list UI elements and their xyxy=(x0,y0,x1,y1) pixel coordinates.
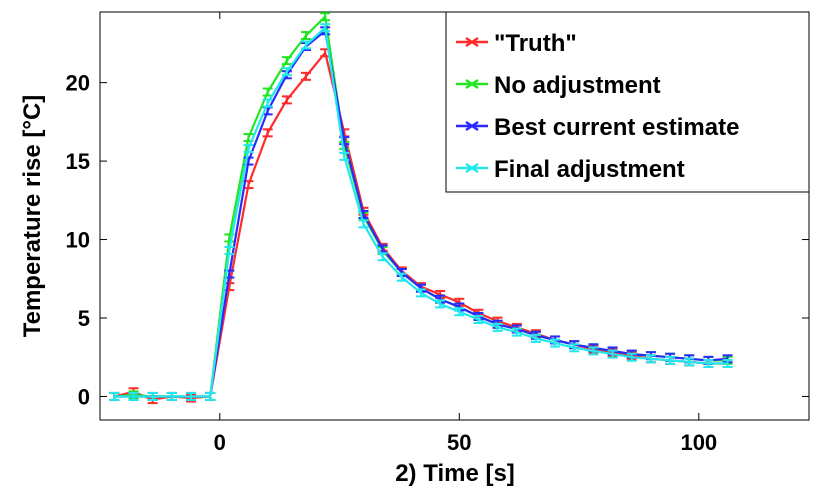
y-tick-label: 5 xyxy=(78,306,90,331)
y-tick-label: 10 xyxy=(66,228,90,253)
legend-label: Best current estimate xyxy=(494,114,739,141)
y-tick-label: 15 xyxy=(66,149,90,174)
legend-label: Final adjustment xyxy=(494,156,685,183)
y-tick-label: 0 xyxy=(78,384,90,409)
y-axis-label: Temperature rise [°C] xyxy=(19,95,46,338)
series-final-adjustment xyxy=(109,23,733,401)
legend-swatch-marker xyxy=(465,120,479,132)
y-axis-ticks: 0 5 10 15 20 xyxy=(66,71,809,409)
legend-label: "Truth" xyxy=(494,30,577,57)
x-axis-label: 2) Time [s] xyxy=(395,460,515,487)
y-tick-label: 20 xyxy=(66,71,90,96)
x-tick-label: 50 xyxy=(447,430,471,455)
x-axis-ticks: 0 50 100 xyxy=(214,12,717,455)
legend-label: No adjustment xyxy=(494,72,661,99)
series-group xyxy=(109,12,733,405)
legend-swatch-marker xyxy=(465,36,479,48)
x-tick-label: 100 xyxy=(680,430,717,455)
legend-swatch-marker xyxy=(465,78,479,90)
x-tick-label: 0 xyxy=(214,430,226,455)
legend-box xyxy=(445,11,810,193)
legend-swatch-marker xyxy=(465,162,479,174)
legend: "Truth" No adjustment Best current estimat… xyxy=(445,11,810,193)
